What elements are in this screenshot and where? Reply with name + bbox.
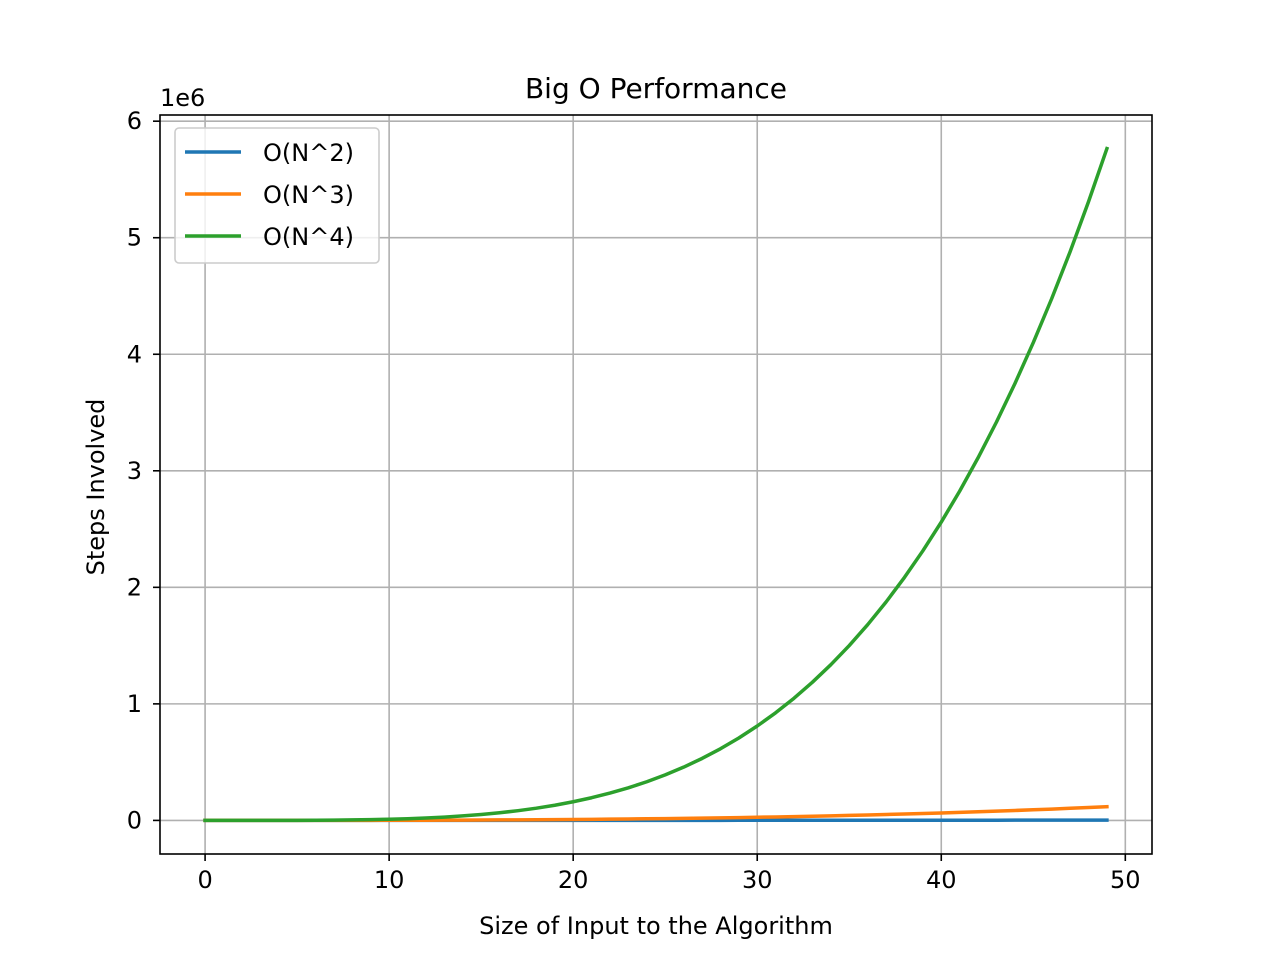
legend-label: O(N^2)	[263, 139, 354, 167]
legend-label: O(N^4)	[263, 223, 354, 251]
x-tick-label: 0	[197, 866, 212, 894]
x-tick-label: 10	[374, 866, 405, 894]
x-axis-label: Size of Input to the Algorithm	[479, 912, 833, 940]
y-tick-label: 1	[127, 690, 142, 718]
legend-label: O(N^3)	[263, 181, 354, 209]
y-tick-label: 4	[127, 340, 142, 368]
legend: O(N^2) O(N^3) O(N^4)	[174, 127, 380, 264]
y-tick-label: 6	[127, 107, 142, 135]
chart-title: Big O Performance	[525, 72, 787, 105]
y-axis-label: Steps Involved	[82, 399, 110, 576]
grid-lines	[160, 115, 1152, 854]
y-tick-label: 5	[127, 224, 142, 252]
legend-box	[174, 127, 380, 264]
y-axis-offset-label: 1e6	[160, 84, 205, 112]
x-tick-label: 30	[742, 866, 773, 894]
x-tick-label: 40	[926, 866, 957, 894]
y-tick-label: 3	[127, 457, 142, 485]
x-tick-label: 20	[558, 866, 589, 894]
series-lines	[203, 146, 1110, 823]
x-tick-label: 50	[1110, 866, 1141, 894]
y-tick-label: 2	[127, 573, 142, 601]
plot-frame	[159, 114, 1153, 855]
axis-ticks: 0 10 20 30 40 50 0 1 2 3 4 5 6	[127, 107, 1141, 894]
series-line-3	[203, 146, 1110, 823]
y-tick-label: 0	[127, 806, 142, 834]
